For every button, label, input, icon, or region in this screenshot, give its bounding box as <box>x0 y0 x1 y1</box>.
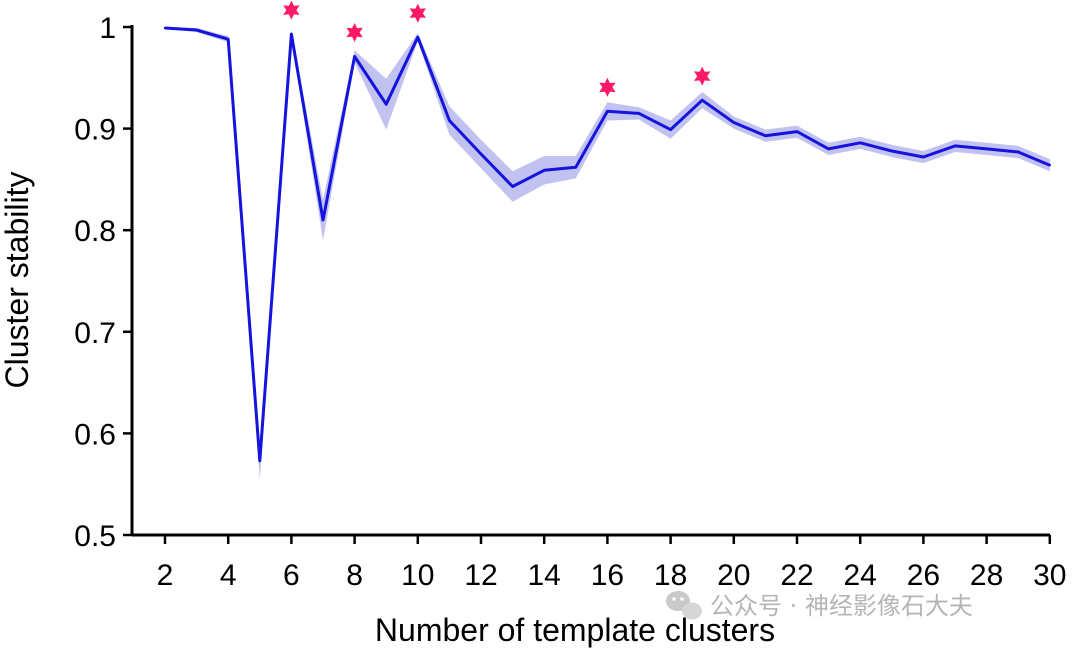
axes: 0.50.60.70.80.912 4 6 8 10 12 14 16 18 20 22 24 26 28… <box>74 12 1066 592</box>
data-point <box>732 121 735 124</box>
x-tick-label: 30 <box>1033 559 1066 592</box>
y-tick-label: 0.6 <box>74 418 116 451</box>
data-point <box>321 218 325 222</box>
y-tick-label: 1 <box>99 12 116 45</box>
x-tick-label: 2 <box>157 559 174 592</box>
data-point <box>258 459 261 462</box>
x-tick-label: 14 <box>528 559 561 592</box>
watermark-text: 公众号 · 神经影像石大夫 <box>710 592 973 620</box>
star-marker <box>346 23 363 42</box>
x-tick-label: 24 <box>844 559 877 592</box>
x-axis-label: Number of template clusters <box>375 612 775 648</box>
star-marker <box>409 3 426 23</box>
data-point <box>701 99 704 102</box>
data-point <box>637 112 641 115</box>
data-point <box>890 149 893 153</box>
data-point <box>827 147 830 151</box>
data-point <box>922 155 925 159</box>
x-tick-label: 28 <box>970 559 1003 592</box>
data-point <box>985 147 988 151</box>
star-marker <box>694 66 711 86</box>
x-tick-label: 12 <box>464 559 497 592</box>
x-tick-label: 6 <box>283 559 300 592</box>
data-point <box>574 166 577 169</box>
confidence-bands <box>165 27 1050 480</box>
x-tick-label: 18 <box>654 559 687 592</box>
x-tick-label: 8 <box>346 559 363 592</box>
data-point <box>543 169 546 172</box>
y-tick-label: 0.5 <box>74 520 116 553</box>
x-tick-label: 22 <box>780 559 813 592</box>
x-tick-label: 10 <box>401 559 434 592</box>
data-point <box>953 144 957 148</box>
y-axis-label: Cluster stability <box>0 172 35 389</box>
data-point <box>195 28 198 32</box>
data-point <box>290 32 293 36</box>
data-point <box>764 134 767 137</box>
data-point <box>385 103 388 106</box>
data-point <box>795 130 799 133</box>
x-tick-label: 20 <box>717 559 750 592</box>
star-marker <box>599 77 616 97</box>
series-lines <box>163 26 1052 463</box>
data-point <box>511 185 514 188</box>
data-point <box>1017 150 1020 154</box>
x-tick-label: 16 <box>591 559 624 592</box>
x-tick-label: 26 <box>907 559 940 592</box>
significance-markers <box>283 0 711 97</box>
series-band <box>165 27 1050 480</box>
star-marker <box>283 0 300 20</box>
y-tick-label: 0.8 <box>74 215 116 248</box>
x-tick-label: 4 <box>220 559 237 592</box>
data-point <box>353 55 356 58</box>
data-point <box>479 152 483 156</box>
data-point <box>163 26 167 30</box>
data-point <box>227 38 230 41</box>
watermark: 公众号 · 神经影像石大夫 <box>666 591 973 620</box>
data-point <box>416 36 419 39</box>
y-tick-label: 0.7 <box>74 317 116 350</box>
data-point <box>859 141 862 144</box>
data-point <box>448 119 451 122</box>
data-point <box>606 110 609 113</box>
data-point <box>1048 164 1052 167</box>
wechat-icon <box>666 591 702 620</box>
y-tick-label: 0.9 <box>74 114 116 147</box>
data-point <box>669 128 672 131</box>
